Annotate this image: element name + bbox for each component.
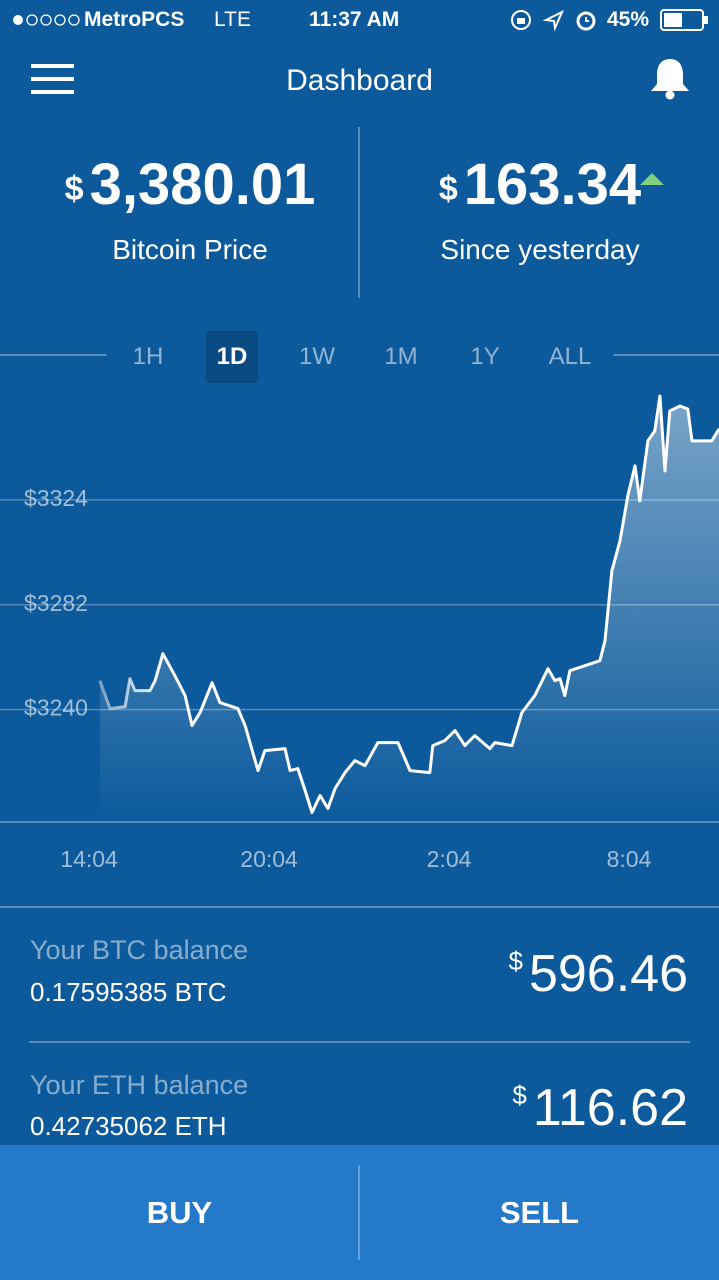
sell-button[interactable]: SELL xyxy=(499,1195,580,1230)
change-summary: $163.34 Since yesterday xyxy=(370,150,710,268)
menu-button[interactable] xyxy=(31,64,75,96)
balance-label: Your BTC balance xyxy=(30,935,249,965)
summary-divider xyxy=(358,127,360,298)
balance-label: Your ETH balance xyxy=(30,1070,249,1100)
price-summary: $3,380.01 Bitcoin Price xyxy=(20,150,360,268)
balance-value-row: $596.46 xyxy=(508,944,688,1004)
carrier: MetroPCS xyxy=(84,8,185,31)
currency-symbol: $ xyxy=(64,170,84,208)
balance-value: 116.62 xyxy=(532,1079,688,1137)
y-tick-label: $3240 xyxy=(24,695,88,721)
currency-symbol: $ xyxy=(508,946,523,976)
range-tab[interactable]: 1M xyxy=(384,343,418,370)
price-value: 3,380.01 xyxy=(89,152,316,217)
price-area xyxy=(99,396,719,822)
tabs-line xyxy=(613,354,719,356)
price-chart: $3240 $3282 $3324 14:04 20:04 2:04 8:04 xyxy=(0,394,719,872)
currency-symbol: $ xyxy=(512,1080,527,1110)
y-tick-label: $3324 xyxy=(24,485,88,511)
x-tick-label: 2:04 xyxy=(427,846,472,872)
balance-value: 596.46 xyxy=(528,945,688,1003)
battery-percent: 45% xyxy=(607,8,650,31)
header-title: Dashboard xyxy=(286,64,433,97)
up-arrow xyxy=(640,173,664,185)
tabs-line xyxy=(0,354,107,356)
change-value: 163.34 xyxy=(463,152,642,217)
section-divider xyxy=(0,906,719,908)
range-tab[interactable]: 1D xyxy=(206,331,258,383)
network: LTE xyxy=(214,8,251,31)
buy-button[interactable]: BUY xyxy=(146,1195,213,1230)
status-icons xyxy=(511,9,596,32)
range-tab[interactable]: 1W xyxy=(299,343,335,370)
x-tick-label: 8:04 xyxy=(607,846,652,872)
balance-value-row: $116.62 xyxy=(512,1078,688,1138)
balance-amount: 0.17595385 BTC xyxy=(30,977,227,1007)
range-tab[interactable]: 1H xyxy=(132,343,164,370)
price-line xyxy=(98,394,719,814)
signal-dots xyxy=(13,14,80,26)
y-tick-label: $3282 xyxy=(24,590,88,616)
battery-icon xyxy=(660,9,708,31)
action-bar: BUY SELL xyxy=(0,1145,719,1280)
x-tick-label: 14:04 xyxy=(60,846,118,872)
action-divider xyxy=(358,1165,360,1260)
price-label: Bitcoin Price xyxy=(112,234,268,265)
currency-symbol: $ xyxy=(438,170,458,208)
balance-amount: 0.42735062 ETH xyxy=(30,1111,227,1141)
notifications-button[interactable] xyxy=(648,56,692,100)
range-tab[interactable]: ALL xyxy=(548,343,592,370)
balance-divider xyxy=(29,1041,690,1043)
x-tick-label: 20:04 xyxy=(240,846,298,872)
clock: 11:37 AM xyxy=(309,8,400,31)
range-tab[interactable]: 1Y xyxy=(470,343,500,370)
change-label: Since yesterday xyxy=(440,234,640,265)
